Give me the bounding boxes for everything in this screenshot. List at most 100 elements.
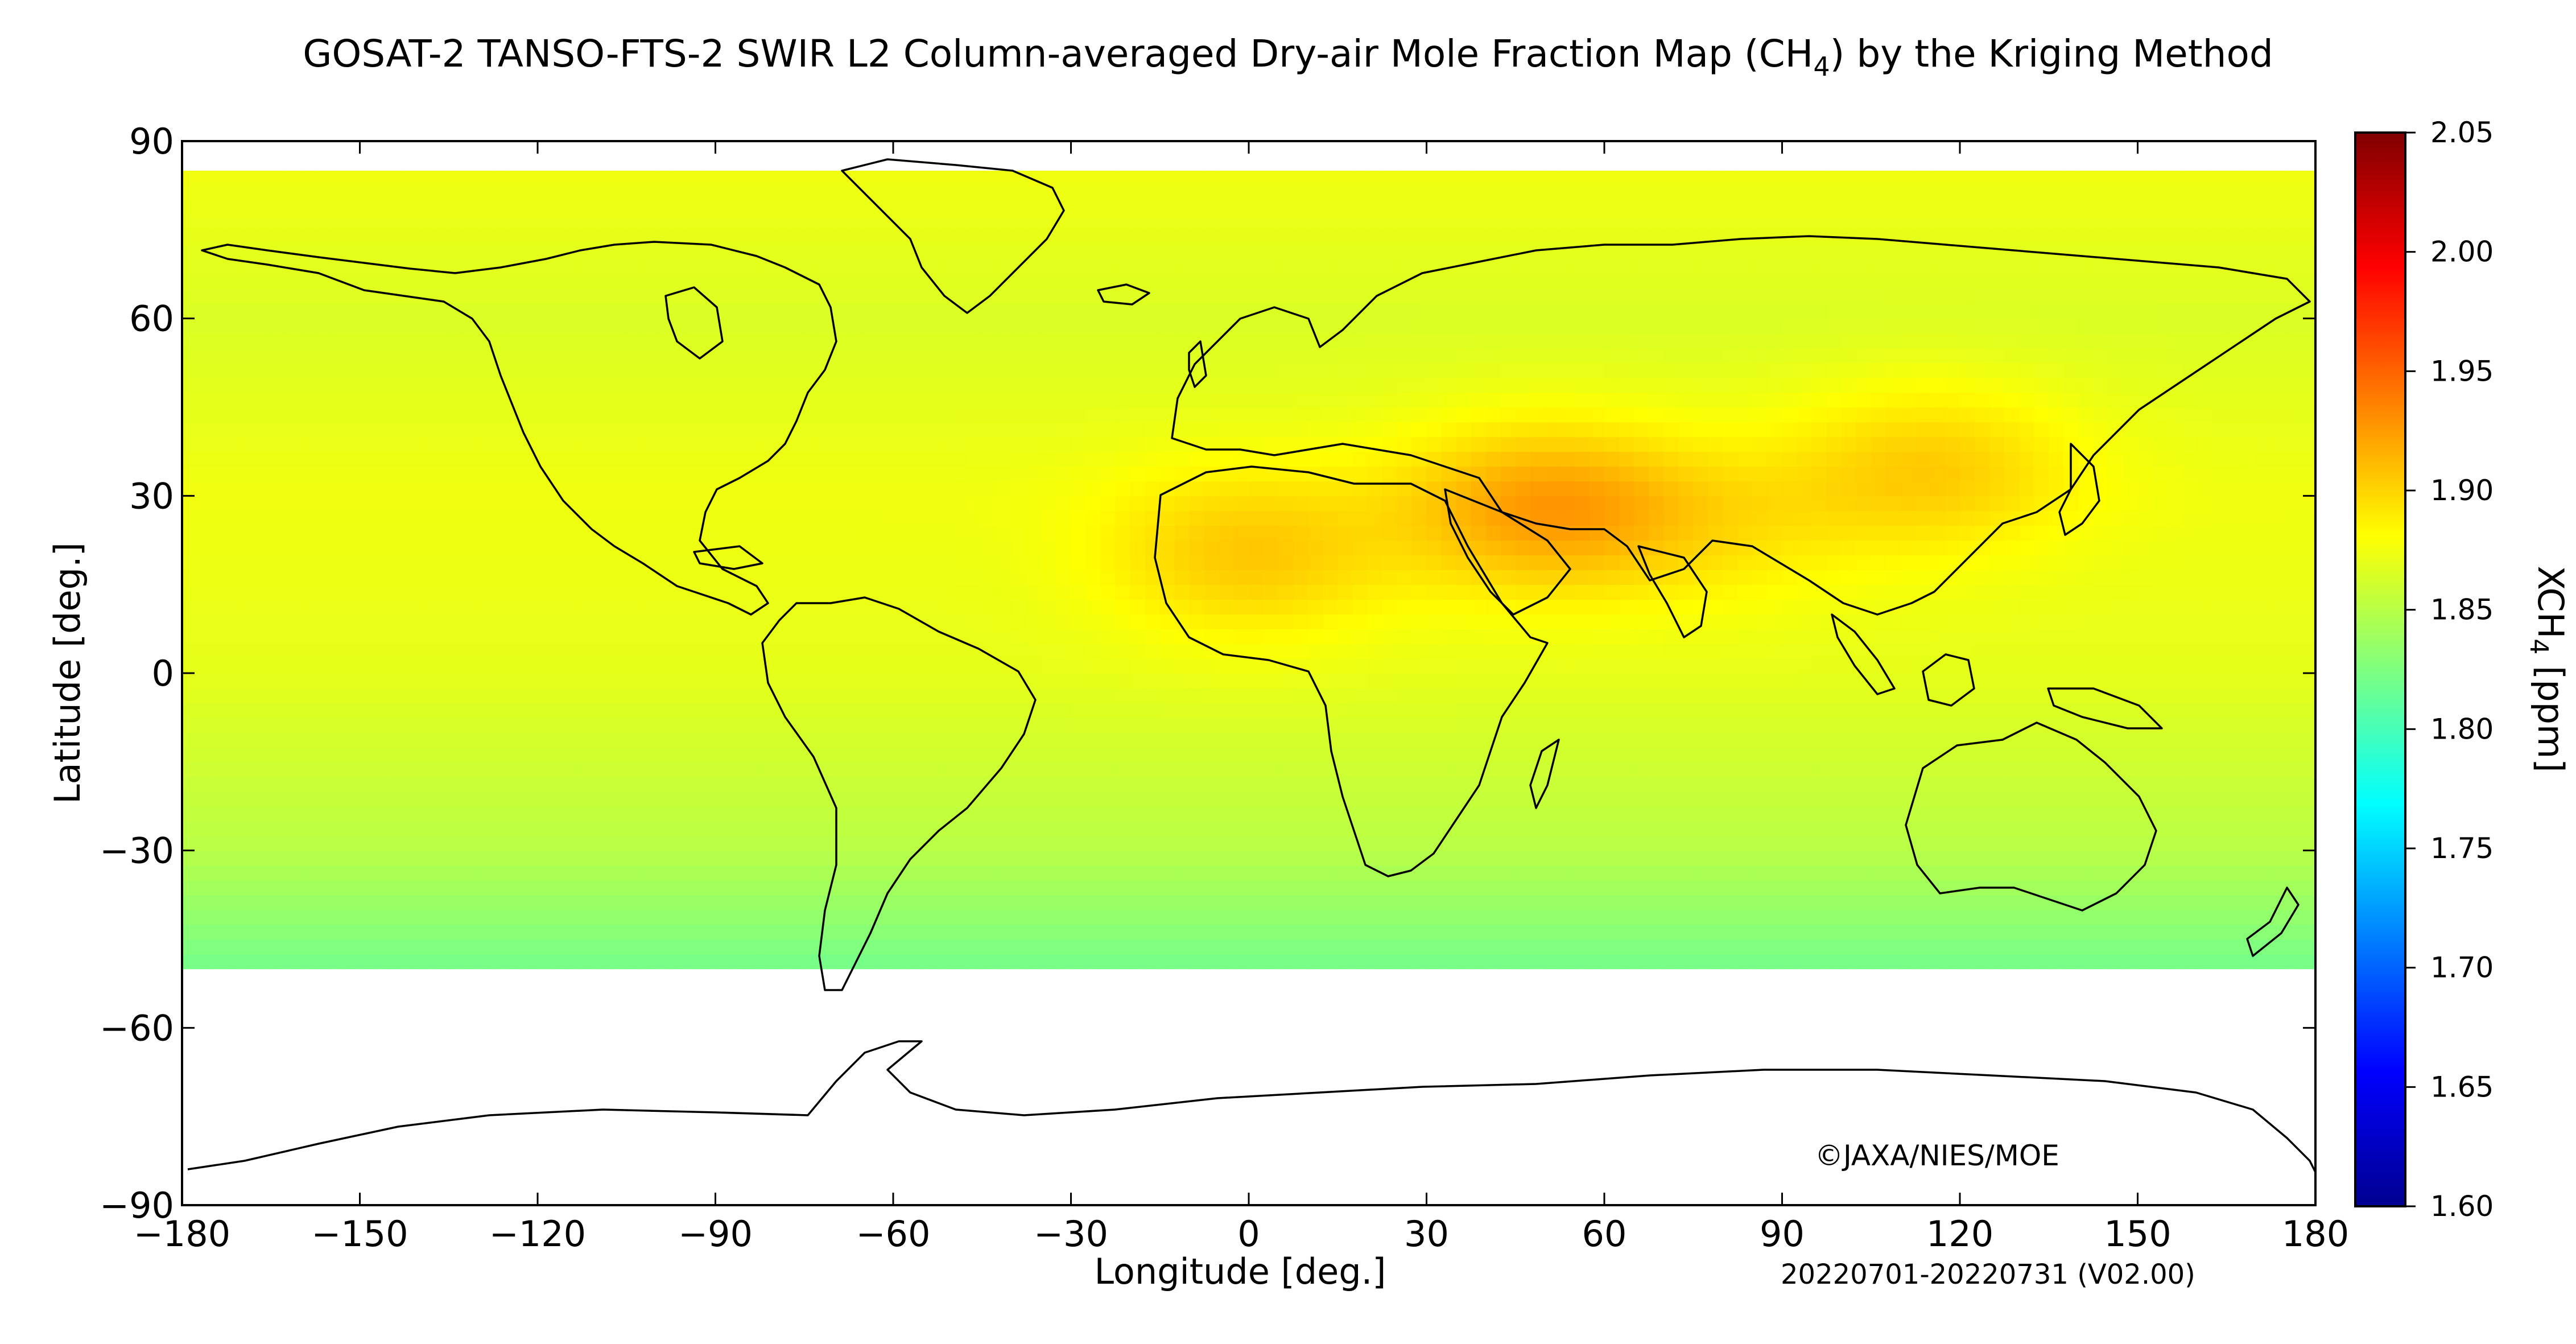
heatmap-cell	[2004, 776, 2020, 792]
heatmap-cell	[448, 954, 464, 970]
heatmap-cell	[641, 880, 657, 896]
heatmap-cell	[1041, 924, 1057, 940]
heatmap-cell	[893, 894, 909, 910]
heatmap-cell	[1515, 924, 1531, 940]
heatmap-cell	[374, 939, 390, 955]
heatmap-cell	[463, 702, 479, 718]
heatmap-cell	[759, 880, 775, 896]
heatmap-cell	[1634, 776, 1649, 792]
heatmap-cell	[626, 894, 642, 910]
heatmap-cell	[1471, 835, 1487, 851]
heatmap-cell	[404, 496, 420, 512]
heatmap-cell	[1649, 481, 1664, 497]
heatmap-cell	[1649, 644, 1664, 659]
heatmap-cell	[1382, 806, 1398, 822]
heatmap-cell	[1441, 673, 1457, 689]
heatmap-cell	[1930, 835, 1946, 851]
heatmap-cell	[1278, 510, 1294, 526]
heatmap-cell	[1500, 496, 1516, 512]
heatmap-cell	[1649, 525, 1664, 541]
heatmap-cell	[952, 688, 968, 703]
heatmap-cell	[1219, 791, 1235, 807]
heatmap-cell	[1115, 673, 1131, 689]
heatmap-cell	[2108, 673, 2124, 689]
heatmap-cell	[1663, 850, 1679, 866]
heatmap-cell	[552, 939, 568, 955]
heatmap-cell	[1989, 924, 2005, 940]
heatmap-cell	[730, 791, 746, 807]
heatmap-cell	[552, 451, 568, 467]
heatmap-cell	[804, 540, 820, 556]
heatmap-cell	[241, 584, 257, 600]
heatmap-cell	[360, 599, 375, 615]
heatmap-cell	[1797, 673, 1813, 689]
heatmap-cell	[493, 555, 509, 570]
heatmap-cell	[1885, 510, 1901, 526]
heatmap-cell	[315, 835, 331, 851]
heatmap-cell	[1649, 688, 1664, 703]
heatmap-cell	[1085, 451, 1101, 467]
heatmap-cell	[434, 761, 449, 777]
heatmap-cell	[730, 880, 746, 896]
heatmap-cell	[2241, 510, 2257, 526]
heatmap-cell	[1678, 791, 1694, 807]
heatmap-cell	[1219, 865, 1235, 881]
heatmap-cell	[2108, 570, 2124, 585]
heatmap-cell	[1693, 688, 1709, 703]
heatmap-cell	[982, 791, 998, 807]
heatmap-cell	[1871, 510, 1886, 526]
heatmap-cell	[671, 850, 687, 866]
heatmap-cell	[700, 673, 716, 689]
heatmap-cell	[1130, 954, 1146, 970]
heatmap-cell	[493, 658, 509, 674]
heatmap-cell	[241, 954, 257, 970]
heatmap-cell	[1041, 525, 1057, 541]
heatmap-cell	[1574, 791, 1590, 807]
heatmap-cell	[2182, 584, 2198, 600]
heatmap-cell	[1367, 599, 1383, 615]
heatmap-cell	[1826, 909, 1842, 925]
heatmap-cell	[1678, 510, 1694, 526]
heatmap-cell	[567, 732, 583, 748]
heatmap-cell	[1723, 644, 1739, 659]
heatmap-cell	[2211, 555, 2227, 570]
heatmap-cell	[330, 644, 346, 659]
heatmap-cell	[1678, 732, 1694, 748]
heatmap-cell	[1397, 702, 1413, 718]
heatmap-cell	[1308, 584, 1323, 600]
heatmap-cell	[1174, 644, 1190, 659]
heatmap-cell	[715, 688, 731, 703]
heatmap-cell	[1960, 850, 1975, 866]
heatmap-cell	[1352, 570, 1368, 585]
heatmap-cell	[1811, 540, 1827, 556]
heatmap-cell	[1619, 909, 1634, 925]
heatmap-cell	[1234, 821, 1249, 836]
heatmap-cell	[330, 909, 346, 925]
heatmap-cell	[1989, 894, 2005, 910]
heatmap-cell	[300, 510, 316, 526]
heatmap-cell	[2123, 629, 2139, 644]
heatmap-cell	[2019, 658, 2034, 674]
heatmap-cell	[182, 821, 197, 836]
heatmap-cell	[982, 909, 998, 925]
heatmap-cell	[1989, 644, 2005, 659]
heatmap-cell	[1737, 806, 1753, 822]
heatmap-cell	[1264, 629, 1279, 644]
heatmap-cell	[804, 599, 820, 615]
heatmap-cell	[552, 924, 568, 940]
heatmap-cell	[345, 540, 361, 556]
heatmap-cell	[256, 614, 271, 629]
heatmap-cell	[1797, 510, 1813, 526]
heatmap-cell	[1026, 761, 1042, 777]
heatmap-cell	[197, 451, 212, 467]
heatmap-cell	[1189, 850, 1205, 866]
heatmap-cell	[1293, 702, 1308, 718]
heatmap-cell	[982, 510, 998, 526]
heatmap-cell	[745, 629, 761, 644]
heatmap-cell	[1115, 614, 1131, 629]
heatmap-cell	[389, 821, 405, 836]
heatmap-cell	[2137, 909, 2153, 925]
heatmap-cell	[2301, 717, 2315, 733]
heatmap-cell	[1382, 776, 1398, 792]
heatmap-cell	[2270, 776, 2286, 792]
